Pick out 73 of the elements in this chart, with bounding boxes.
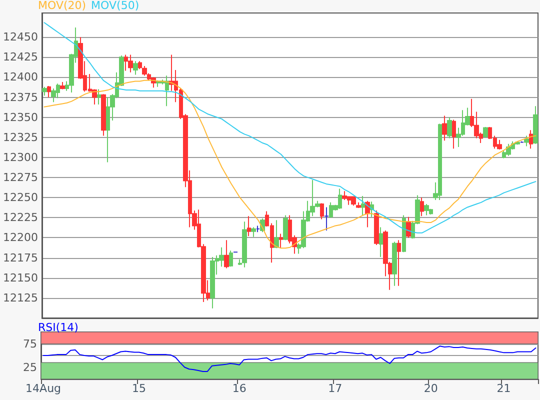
y-tick-label: 12175 [2, 251, 38, 264]
candlestick [274, 220, 279, 249]
line-series [44, 22, 536, 234]
x-tick-label: 17 [328, 382, 342, 395]
candlestick [138, 60, 142, 70]
y-tick-label: 12275 [2, 171, 38, 184]
candlestick [242, 221, 247, 268]
y-tick-label: 12250 [2, 191, 38, 204]
x-tick-label: 14Aug [26, 382, 62, 395]
y-tick-label: 12150 [2, 271, 38, 284]
candlestick [524, 135, 529, 147]
candlestick [238, 258, 242, 266]
candlestick [420, 197, 424, 217]
candlestick [210, 256, 215, 309]
text: MOV(20) [38, 0, 86, 12]
y-tick-label: 12450 [2, 30, 38, 44]
y-tick-label: 12425 [2, 50, 38, 64]
candlestick [101, 94, 106, 136]
x-tick-label: 20 [424, 382, 438, 395]
x-tick-label: 16 [232, 382, 246, 395]
candlestick [506, 143, 511, 156]
line-series [44, 80, 536, 249]
candlestick [379, 226, 383, 258]
candlestick [452, 119, 456, 150]
y-tick-label: 12400 [2, 70, 38, 84]
candlestick [142, 65, 147, 76]
candlestick [247, 216, 251, 237]
candlestick [283, 214, 288, 241]
y-tick-label: 25 [23, 360, 37, 374]
candlestick [397, 240, 401, 286]
candlestick [47, 86, 51, 98]
line-series [42, 346, 536, 372]
candlestick [251, 226, 256, 238]
candlestick [529, 130, 533, 150]
candlestick [229, 250, 233, 268]
candlestick [356, 202, 361, 209]
candlestick [320, 202, 324, 220]
candlestick [324, 206, 329, 232]
candlestick [279, 233, 283, 249]
candlestick [533, 106, 538, 144]
candlestick [224, 240, 229, 269]
y-tick-label: 12300 [2, 150, 38, 164]
candlestick [402, 214, 406, 253]
candlestick [342, 190, 347, 201]
candlestick [361, 196, 365, 216]
candlestick [374, 210, 379, 246]
y-tick-label: 75 [23, 337, 37, 350]
x-tick-label: 15 [132, 382, 146, 395]
candlestick [133, 60, 138, 76]
candlestick [424, 204, 429, 216]
y-tick-label: 12325 [2, 130, 38, 144]
candlestick [128, 54, 133, 73]
candlestick [406, 216, 411, 238]
y-tick-label: 12375 [2, 90, 38, 104]
candlestick [51, 88, 56, 103]
candlestick [447, 116, 452, 139]
series-label: RSI(14) [38, 321, 78, 334]
text: MOV(50) [91, 0, 140, 12]
candlestick [442, 115, 447, 142]
y-tick-label: 12350 [2, 110, 38, 124]
candlestick [483, 126, 488, 138]
y-tick-label: 12200 [2, 231, 38, 244]
candlestick [392, 241, 397, 286]
candlestick [42, 86, 47, 96]
candlestick [351, 196, 356, 206]
candlestick [60, 82, 65, 90]
candlestick [256, 225, 260, 233]
y-tick-label: 12125 [2, 291, 38, 304]
y-tick-label: 12225 [2, 211, 38, 224]
x-tick-label: 21 [496, 382, 511, 395]
candlestick [515, 140, 520, 146]
candlestick [97, 88, 101, 105]
candlestick [497, 139, 502, 150]
